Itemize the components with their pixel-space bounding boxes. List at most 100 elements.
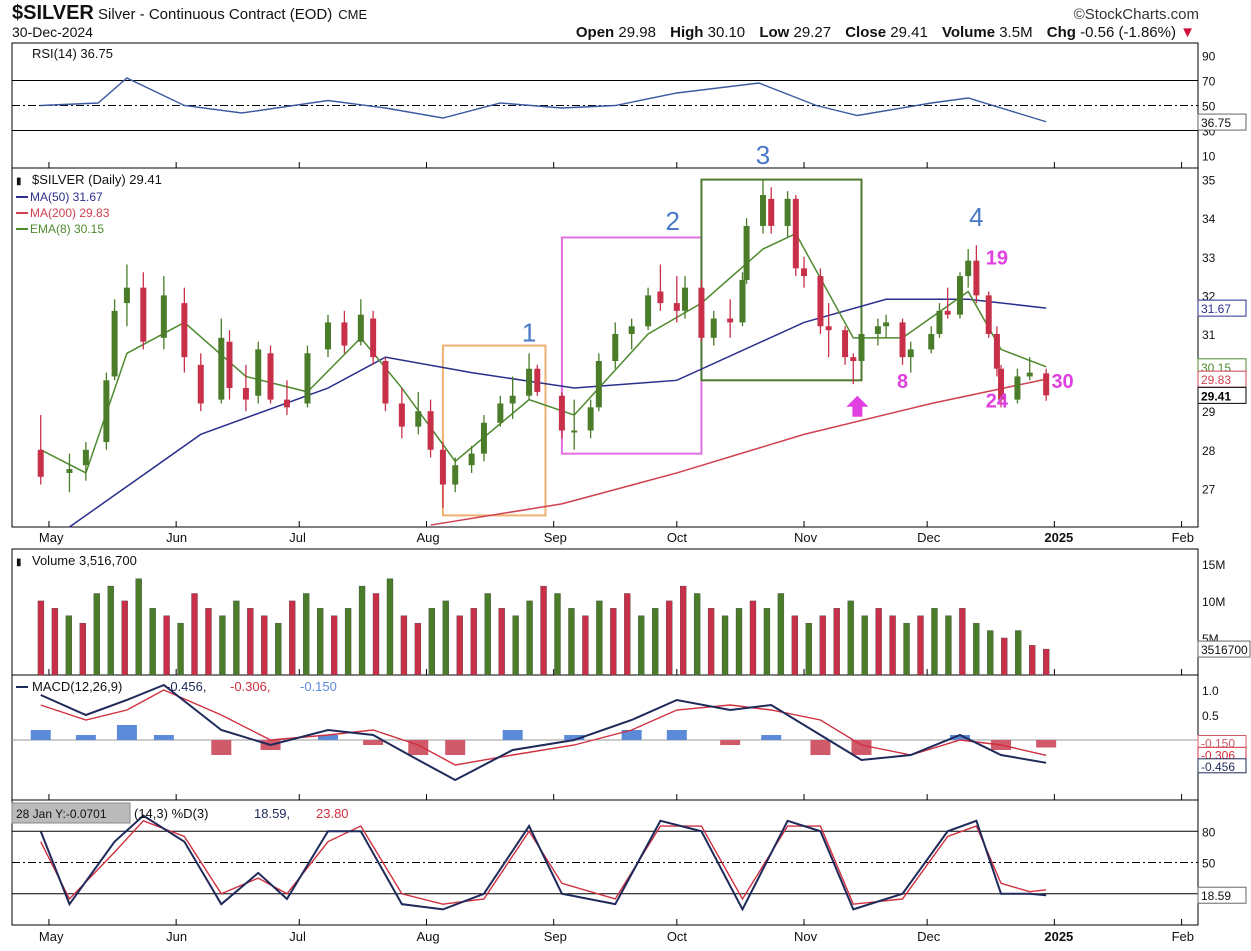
volume-bar[interactable] bbox=[512, 615, 519, 676]
candle-body[interactable] bbox=[382, 361, 389, 404]
candle-body[interactable] bbox=[370, 318, 377, 358]
volume-bar[interactable] bbox=[819, 615, 826, 676]
volume-bar[interactable] bbox=[303, 593, 310, 676]
volume-bar[interactable] bbox=[945, 615, 952, 676]
candle-body[interactable] bbox=[998, 368, 1005, 400]
candle-body[interactable] bbox=[944, 310, 951, 315]
candle-body[interactable] bbox=[140, 287, 147, 342]
candle-body[interactable] bbox=[817, 276, 824, 327]
candle-body[interactable] bbox=[526, 368, 533, 396]
candle-body[interactable] bbox=[645, 295, 652, 327]
volume-bar[interactable] bbox=[275, 622, 282, 676]
candle-body[interactable] bbox=[226, 341, 233, 389]
volume-bar[interactable] bbox=[400, 615, 408, 676]
candle-body[interactable] bbox=[267, 353, 274, 400]
volume-bar[interactable] bbox=[177, 622, 184, 676]
volume-bar[interactable] bbox=[763, 608, 771, 676]
volume-bar[interactable] bbox=[247, 608, 254, 676]
candle-body[interactable] bbox=[993, 333, 1000, 369]
volume-bar[interactable] bbox=[526, 600, 533, 676]
candle-body[interactable] bbox=[123, 287, 130, 304]
candle-body[interactable] bbox=[1014, 376, 1021, 400]
volume-bar[interactable] bbox=[987, 630, 994, 676]
volume-bar[interactable] bbox=[582, 615, 589, 676]
candle-body[interactable] bbox=[698, 287, 705, 338]
volume-bar[interactable] bbox=[721, 615, 729, 676]
candle-body[interactable] bbox=[858, 333, 865, 362]
candle-body[interactable] bbox=[657, 291, 664, 304]
volume-bar[interactable] bbox=[261, 615, 268, 676]
candle-body[interactable] bbox=[415, 411, 422, 427]
candle-body[interactable] bbox=[899, 322, 906, 358]
volume-bar[interactable] bbox=[875, 608, 882, 676]
candle-body[interactable] bbox=[357, 314, 364, 342]
volume-bar[interactable] bbox=[666, 600, 673, 676]
volume-bar[interactable] bbox=[79, 622, 86, 676]
candle-body[interactable] bbox=[587, 407, 594, 431]
candle-body[interactable] bbox=[850, 357, 857, 362]
candle-body[interactable] bbox=[1043, 373, 1050, 396]
volume-bar[interactable] bbox=[652, 608, 659, 676]
volume-bar[interactable] bbox=[498, 608, 505, 676]
candle-body[interactable] bbox=[255, 349, 262, 396]
volume-bar[interactable] bbox=[107, 585, 114, 676]
volume-bar[interactable] bbox=[219, 615, 226, 676]
candle-body[interactable] bbox=[324, 322, 331, 350]
candle-body[interactable] bbox=[825, 326, 832, 331]
volume-bar[interactable] bbox=[791, 615, 799, 676]
candle-body[interactable] bbox=[480, 422, 487, 454]
volume-bar[interactable] bbox=[442, 600, 449, 676]
volume-bar[interactable] bbox=[610, 608, 617, 676]
volume-bar[interactable] bbox=[777, 593, 785, 676]
candle-body[interactable] bbox=[534, 368, 541, 392]
volume-bar[interactable] bbox=[931, 608, 938, 676]
volume-bar[interactable] bbox=[735, 608, 743, 676]
candle-body[interactable] bbox=[1026, 372, 1033, 377]
volume-bar[interactable] bbox=[903, 622, 910, 676]
volume-bar[interactable] bbox=[121, 600, 128, 676]
volume-bar[interactable] bbox=[386, 578, 394, 676]
candle-body[interactable] bbox=[509, 395, 516, 404]
candle-body[interactable] bbox=[103, 380, 110, 443]
candle-body[interactable] bbox=[743, 225, 750, 280]
candle-body[interactable] bbox=[792, 198, 799, 269]
volume-bar[interactable] bbox=[707, 608, 715, 676]
volume-bar[interactable] bbox=[330, 615, 338, 676]
candle-body[interactable] bbox=[801, 268, 808, 277]
candle-body[interactable] bbox=[595, 361, 602, 408]
candle-body[interactable] bbox=[682, 287, 689, 311]
volume-bar[interactable] bbox=[358, 585, 366, 676]
candle-body[interactable] bbox=[874, 326, 881, 334]
volume-bar[interactable] bbox=[1043, 648, 1050, 676]
volume-bar[interactable] bbox=[233, 600, 240, 676]
volume-bar[interactable] bbox=[540, 585, 547, 676]
volume-bar[interactable] bbox=[37, 600, 45, 676]
volume-bar[interactable] bbox=[889, 615, 896, 676]
candle-body[interactable] bbox=[160, 295, 167, 338]
candle-body[interactable] bbox=[468, 453, 475, 466]
candle-body[interactable] bbox=[66, 469, 73, 473]
volume-bar[interactable] bbox=[51, 608, 59, 676]
candle-body[interactable] bbox=[197, 364, 204, 404]
volume-bar[interactable] bbox=[624, 593, 631, 676]
candle-body[interactable] bbox=[37, 449, 44, 477]
candle-body[interactable] bbox=[111, 310, 118, 377]
volume-bar[interactable] bbox=[344, 608, 352, 676]
volume-bar[interactable] bbox=[693, 593, 701, 676]
candle-body[interactable] bbox=[965, 260, 972, 277]
candle-body[interactable] bbox=[304, 353, 311, 404]
candle-body[interactable] bbox=[558, 395, 565, 431]
volume-bar[interactable] bbox=[414, 622, 422, 676]
candle-body[interactable] bbox=[628, 326, 635, 334]
candle-body[interactable] bbox=[710, 318, 717, 338]
volume-bar[interactable] bbox=[805, 622, 812, 676]
candle-body[interactable] bbox=[928, 333, 935, 350]
candle-body[interactable] bbox=[727, 318, 734, 323]
candle-body[interactable] bbox=[759, 195, 766, 226]
volume-bar[interactable] bbox=[372, 593, 380, 676]
candle-body[interactable] bbox=[973, 260, 980, 296]
volume-bar[interactable] bbox=[163, 615, 170, 676]
candle-body[interactable] bbox=[452, 465, 459, 485]
volume-bar[interactable] bbox=[65, 615, 73, 676]
